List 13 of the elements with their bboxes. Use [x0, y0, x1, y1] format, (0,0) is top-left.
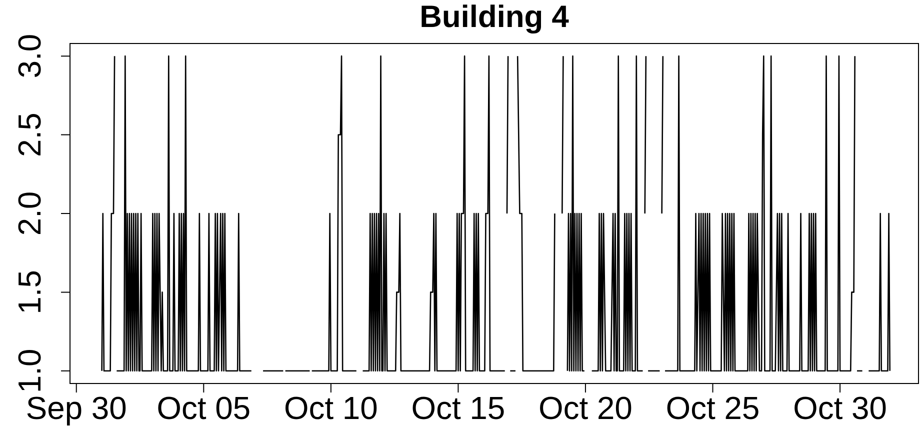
- x-tick-label: Oct 30: [794, 396, 886, 420]
- y-tick-label: 2.5: [18, 114, 41, 156]
- x-tick-label: Oct 05: [158, 396, 250, 420]
- x-tick-label: Oct 10: [285, 396, 377, 420]
- x-tick-label: Oct 15: [412, 396, 504, 420]
- chart-title: Building 4: [422, 4, 569, 34]
- x-tick-label: Oct 20: [540, 396, 632, 420]
- y-tick-label: 1.5: [18, 271, 41, 312]
- x-tick-label: Oct 25: [667, 396, 758, 420]
- x-tick-label: Sep 30: [27, 396, 126, 426]
- y-tick-label: 1.0: [18, 350, 41, 391]
- y-tick-label: 2.0: [18, 192, 41, 234]
- y-tick-label: 3.0: [18, 35, 41, 78]
